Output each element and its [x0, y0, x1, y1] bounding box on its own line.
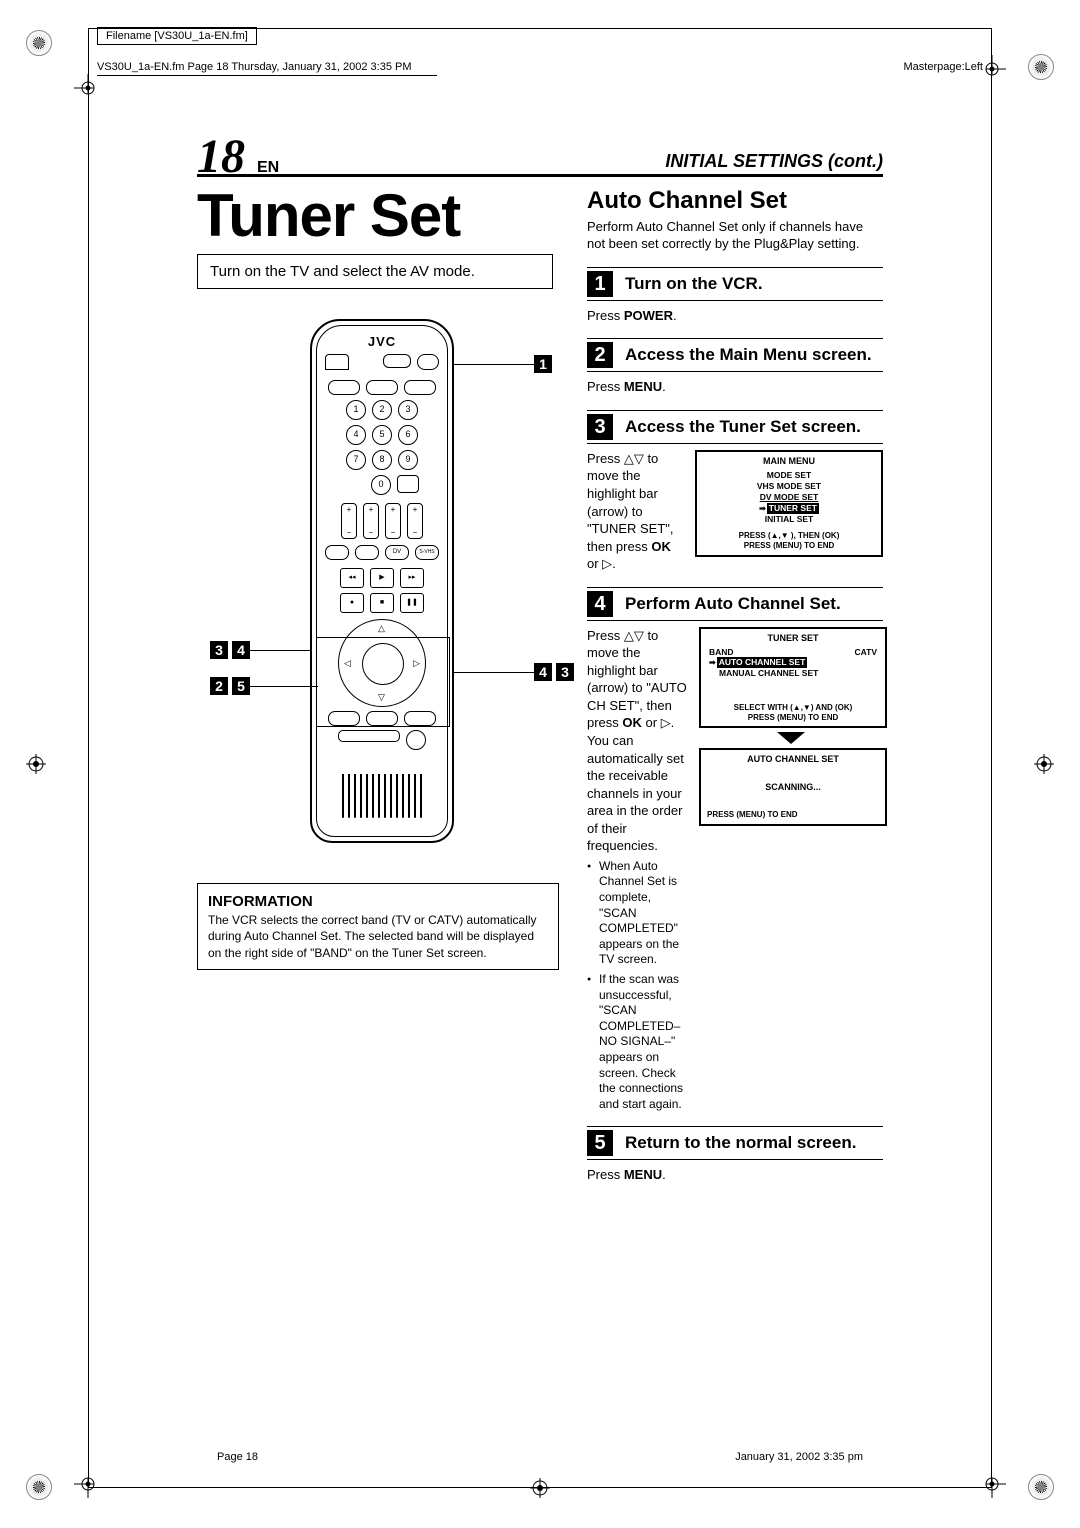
step-5-num: 5 — [587, 1130, 613, 1156]
step-1-num: 1 — [587, 271, 613, 297]
auto-channel-title: Auto Channel Set — [587, 187, 883, 215]
callout-3-left: 3 — [210, 641, 228, 659]
step-4-row: 4 Perform Auto Channel Set. — [587, 587, 883, 621]
information-box: INFORMATION The VCR selects the correct … — [197, 883, 559, 970]
auto-channel-osd: AUTO CHANNEL SET SCANNING... PRESS (MENU… — [699, 748, 887, 826]
callout-4-right: 4 — [534, 663, 552, 681]
step-4-title: Perform Auto Channel Set. — [625, 594, 841, 614]
step-2-title: Access the Main Menu screen. — [625, 345, 872, 365]
arrow-down-icon — [777, 732, 805, 744]
callout-4-left: 4 — [232, 641, 250, 659]
crop-mark-left — [26, 754, 46, 774]
remote-grille — [331, 774, 433, 824]
main-title: Tuner Set — [197, 181, 567, 250]
scanning-status: SCANNING... — [703, 782, 883, 792]
tuner-set-osd: TUNER SET BANDCATV AUTO CHANNEL SET MANU… — [699, 627, 887, 729]
step-5-row: 5 Return to the normal screen. — [587, 1126, 883, 1160]
filename-box: Filename [VS30U_1a-EN.fm] — [97, 27, 257, 45]
step-3-title: Access the Tuner Set screen. — [625, 417, 861, 437]
registration-target-br — [1028, 1474, 1054, 1500]
step-4-bullet-2: If the scan was unsuccessful, "SCAN COMP… — [587, 972, 687, 1112]
step-4-num: 4 — [587, 591, 613, 617]
step-3-row: 3 Access the Tuner Set screen. — [587, 410, 883, 444]
step-1-row: 1 Turn on the VCR. — [587, 267, 883, 301]
instruction-box: Turn on the TV and select the AV mode. — [197, 254, 553, 289]
info-heading: INFORMATION — [208, 892, 548, 912]
registration-target-bl — [26, 1474, 52, 1500]
registration-target-tl — [26, 30, 52, 56]
step-2-num: 2 — [587, 342, 613, 368]
step-1-title: Turn on the VCR. — [625, 274, 763, 294]
footer-page: Page 18 — [217, 1451, 258, 1463]
footer-date: January 31, 2002 3:35 pm — [735, 1451, 863, 1463]
callout-2-left: 2 — [210, 677, 228, 695]
remote-diagram: JVC 123 456 789 0 +−+−+−+− DVS-VHS ◂◂▶▸▸… — [272, 319, 492, 843]
step-4-bullet-1: When Auto Channel Set is complete, "SCAN… — [587, 859, 687, 968]
left-column: Tuner Set Turn on the TV and select the … — [197, 129, 567, 970]
osd-menu-items: MODE SET VHS MODE SET DV MODE SET TUNER … — [699, 470, 879, 526]
callout-3-right: 3 — [556, 663, 574, 681]
remote-highlight-box — [316, 637, 450, 727]
header-metadata: VS30U_1a-EN.fm Page 18 Thursday, January… — [97, 61, 437, 76]
step-3-content: Press △▽ to move the highlight bar (arro… — [587, 450, 883, 573]
step-2-row: 2 Access the Main Menu screen. — [587, 338, 883, 372]
callout-5-left: 5 — [232, 677, 250, 695]
step-2-body: Press MENU. — [587, 378, 883, 396]
page-frame: Filename [VS30U_1a-EN.fm] VS30U_1a-EN.fm… — [88, 28, 992, 1488]
right-column: Auto Channel Set Perform Auto Channel Se… — [587, 187, 883, 1184]
step-1-body: Press POWER. — [587, 307, 883, 325]
osd-title: TUNER SET — [703, 633, 883, 643]
step-5-body: Press MENU. — [587, 1166, 883, 1184]
intro-text: Perform Auto Channel Set only if channel… — [587, 219, 883, 253]
masterpage-label: Masterpage:Left — [904, 61, 984, 73]
osd-title: MAIN MENU — [699, 456, 879, 466]
info-body: The VCR selects the correct band (TV or … — [208, 912, 548, 961]
step-4-content: Press △▽ to move the highlight bar (arro… — [587, 627, 883, 1113]
registration-target-tr — [1028, 54, 1054, 80]
remote-brand: JVC — [317, 334, 447, 349]
crop-mark-right — [1034, 754, 1054, 774]
main-menu-osd: MAIN MENU MODE SET VHS MODE SET DV MODE … — [695, 450, 883, 557]
osd-title: AUTO CHANNEL SET — [703, 754, 883, 764]
step-5-title: Return to the normal screen. — [625, 1133, 856, 1153]
content-area: INITIAL SETTINGS (cont.) 18 EN Tuner Set… — [197, 129, 883, 1437]
step-3-num: 3 — [587, 414, 613, 440]
callout-1: 1 — [534, 355, 552, 373]
